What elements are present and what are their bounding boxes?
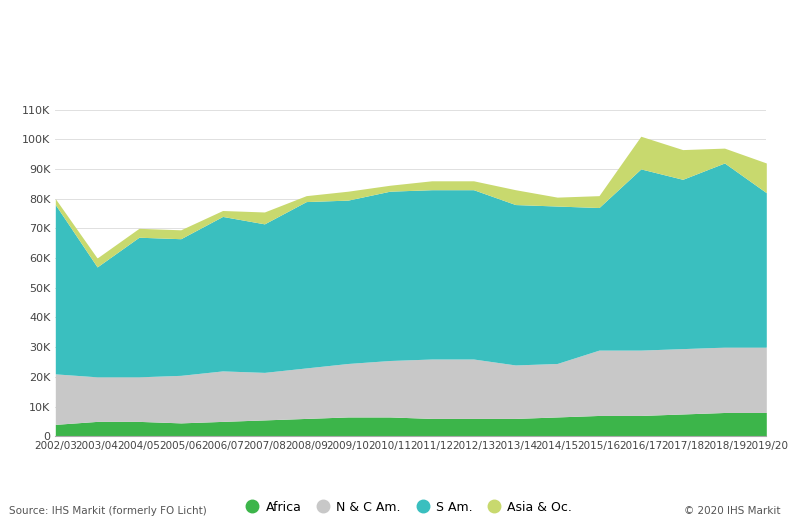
Text: World Arabica Production (mln 60kg bags): World Arabica Production (mln 60kg bags) [9,26,438,44]
Text: Source: IHS Markit (formerly FO Licht): Source: IHS Markit (formerly FO Licht) [9,506,207,516]
Text: © 2020 IHS Markit: © 2020 IHS Markit [684,506,781,516]
Legend: Africa, N & C Am., S Am., Asia & Oc.: Africa, N & C Am., S Am., Asia & Oc. [244,496,577,519]
